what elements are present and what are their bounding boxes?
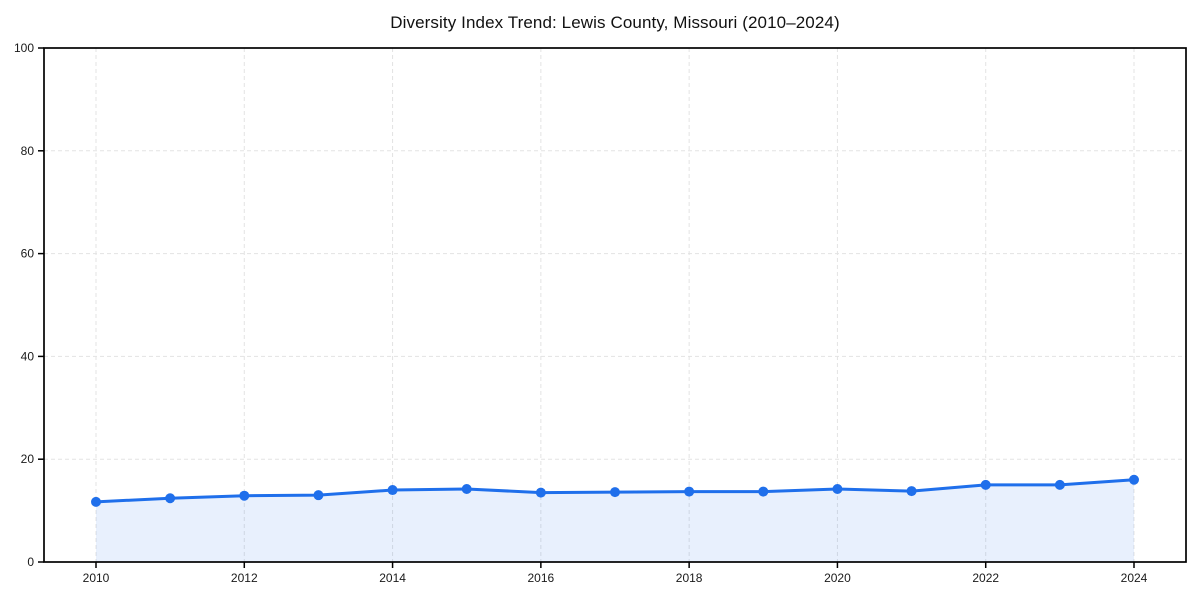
x-tick-label: 2012	[231, 571, 258, 585]
y-tick-label: 80	[21, 144, 35, 158]
x-tick-label: 2022	[972, 571, 999, 585]
x-tick-label: 2016	[528, 571, 555, 585]
y-tick-label: 60	[21, 247, 35, 261]
data-point-2010	[91, 496, 101, 507]
data-point-2016	[535, 487, 546, 498]
x-tick-label: 2010	[83, 571, 110, 585]
data-point-2018	[684, 486, 695, 497]
y-tick-label: 0	[27, 555, 34, 569]
plot-border	[43, 47, 1187, 563]
data-point-2019	[758, 486, 769, 497]
data-point-2013	[313, 490, 324, 501]
data-point-2011	[165, 493, 176, 504]
data-point-2012	[239, 490, 250, 501]
data-point-2015	[461, 484, 472, 495]
area-fill	[96, 479, 1134, 562]
data-point-2023	[1054, 479, 1065, 490]
y-tick-label: 40	[21, 349, 35, 363]
x-tick-label: 2014	[379, 571, 406, 585]
chart-title: Diversity Index Trend: Lewis County, Mis…	[390, 13, 840, 32]
x-tick-label: 2018	[676, 571, 703, 585]
y-tick-label: 20	[21, 452, 35, 466]
x-tick-label: 2020	[824, 571, 851, 585]
data-point-2022	[980, 479, 991, 490]
data-point-2014	[387, 485, 398, 496]
data-point-2017	[610, 487, 620, 498]
x-tick-label: 2024	[1121, 571, 1148, 585]
data-point-2020	[832, 484, 843, 495]
data-point-2024	[1129, 474, 1139, 485]
y-tick-label: 100	[14, 41, 34, 55]
data-point-2021	[906, 486, 917, 497]
